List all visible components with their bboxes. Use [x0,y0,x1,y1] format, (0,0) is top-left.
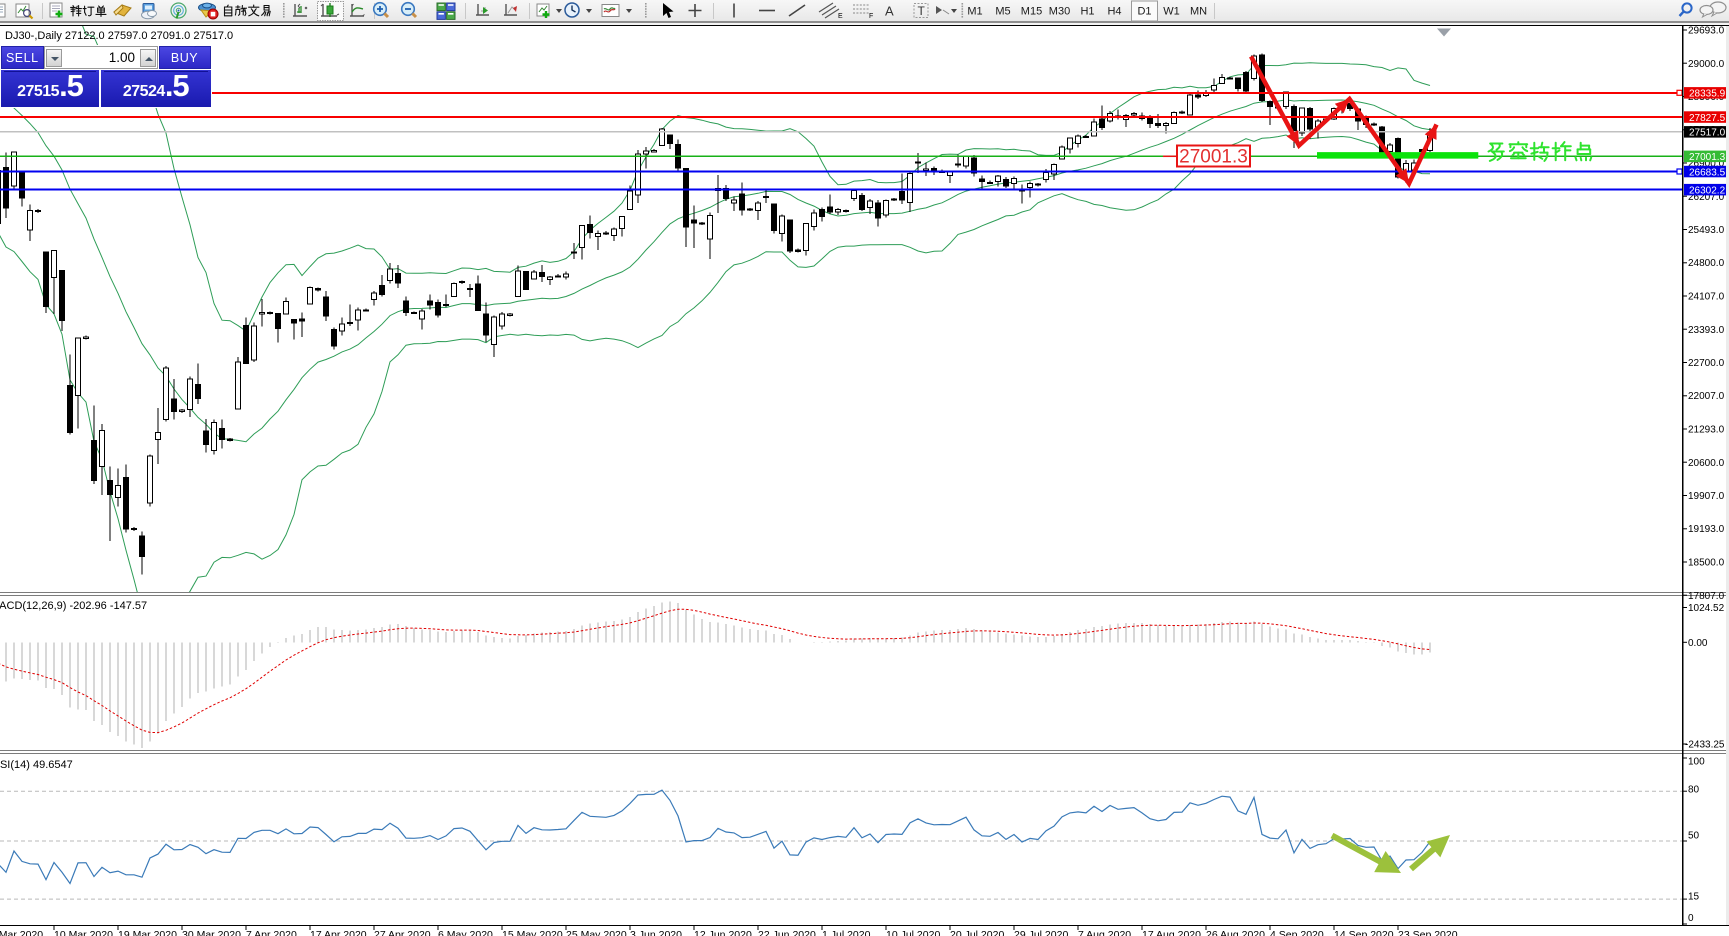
svg-text:21293.0: 21293.0 [1688,425,1725,436]
svg-text:18500.0: 18500.0 [1688,558,1725,569]
svg-text:10 Jul 2020: 10 Jul 2020 [886,929,940,936]
svg-text:A: A [885,4,894,19]
svg-text:27001.3: 27001.3 [1689,152,1726,163]
svg-text:7 Aug 2020: 7 Aug 2020 [1078,929,1131,936]
svg-text:12 Jun 2020: 12 Jun 2020 [694,929,752,936]
svg-text:T: T [918,4,926,18]
svg-text:M5: M5 [995,6,1010,18]
svg-text:F: F [869,13,873,20]
svg-text:25 May 2020: 25 May 2020 [566,929,627,936]
svg-text:27517.0: 27517.0 [1689,128,1726,139]
svg-text:7 Apr 2020: 7 Apr 2020 [246,929,297,936]
svg-text:28335.9: 28335.9 [1689,89,1726,100]
svg-text:E: E [838,13,843,20]
svg-text:3 Jun 2020: 3 Jun 2020 [630,929,682,936]
svg-text:17807.0: 17807.0 [1688,591,1725,602]
svg-text:80: 80 [1688,784,1700,795]
svg-text:27 Apr 2020: 27 Apr 2020 [374,929,431,936]
svg-text:26302.2: 26302.2 [1689,185,1726,196]
svg-text:0.00: 0.00 [1688,638,1708,649]
svg-text:24107.0: 24107.0 [1688,292,1725,303]
svg-text:H1: H1 [1080,6,1094,18]
svg-text:W1: W1 [1163,6,1180,18]
svg-text:10 Mar 2020: 10 Mar 2020 [54,929,113,936]
svg-text:23 Sep 2020: 23 Sep 2020 [1398,929,1458,936]
svg-text:H4: H4 [1107,6,1121,18]
svg-text:27001.3: 27001.3 [1179,147,1248,168]
svg-text:14 Sep 2020: 14 Sep 2020 [1334,929,1394,936]
svg-text:M15: M15 [1021,6,1042,18]
svg-text:M1: M1 [967,6,982,18]
svg-text:4 Sep 2020: 4 Sep 2020 [1270,929,1324,936]
svg-text:1 Jul 2020: 1 Jul 2020 [822,929,871,936]
svg-text:26207.0: 26207.0 [1688,192,1725,203]
svg-text:19907.0: 19907.0 [1688,491,1725,502]
svg-text:29000.0: 29000.0 [1688,59,1725,70]
svg-text:0: 0 [1688,913,1694,924]
svg-text:29 Jul 2020: 29 Jul 2020 [1014,929,1068,936]
svg-text:1024.52: 1024.52 [1688,603,1725,614]
svg-text:26900.0: 26900.0 [1688,159,1725,170]
svg-text:D1: D1 [1137,6,1151,18]
svg-text:M30: M30 [1049,6,1070,18]
svg-text:26683.5: 26683.5 [1689,167,1726,178]
svg-text:17 Aug 2020: 17 Aug 2020 [1142,929,1201,936]
svg-text:19193.0: 19193.0 [1688,524,1725,535]
svg-text:20600.0: 20600.0 [1688,458,1725,469]
svg-text:30 Mar 2020: 30 Mar 2020 [182,929,241,936]
svg-text:22700.0: 22700.0 [1688,358,1725,369]
svg-text:MN: MN [1190,6,1207,18]
svg-text:26 Aug 2020: 26 Aug 2020 [1206,929,1265,936]
svg-text:19 Mar 2020: 19 Mar 2020 [118,929,177,936]
svg-text:24800.0: 24800.0 [1688,258,1725,269]
svg-text:-2433.25: -2433.25 [1685,740,1725,751]
svg-text:27827.5: 27827.5 [1689,113,1726,124]
svg-text:15 May 2020: 15 May 2020 [502,929,563,936]
svg-text:25493.0: 25493.0 [1688,225,1725,236]
svg-text:RSI(14) 49.6547: RSI(14) 49.6547 [0,759,73,771]
svg-text:MACD(12,26,9) -202.96 -147.57: MACD(12,26,9) -202.96 -147.57 [0,600,147,612]
svg-text:22 Jun 2020: 22 Jun 2020 [758,929,816,936]
svg-text:17 Apr 2020: 17 Apr 2020 [310,929,367,936]
svg-text:DJ30-,Daily 27122.0 27597.0 2: DJ30-,Daily 27122.0 27597.0 27091.0 2751… [5,30,233,42]
svg-text:1 Mar 2020: 1 Mar 2020 [0,929,43,936]
svg-text:29693.0: 29693.0 [1688,26,1725,37]
svg-text:15: 15 [1688,892,1700,903]
svg-text:22007.0: 22007.0 [1688,391,1725,402]
svg-text:23393.0: 23393.0 [1688,325,1725,336]
svg-text:100: 100 [1688,757,1705,768]
svg-text:50: 50 [1688,831,1700,842]
svg-text:20 Jul 2020: 20 Jul 2020 [950,929,1004,936]
svg-text:6 May 2020: 6 May 2020 [438,929,493,936]
